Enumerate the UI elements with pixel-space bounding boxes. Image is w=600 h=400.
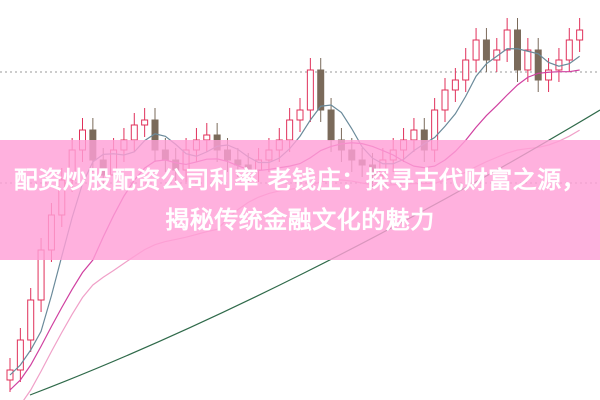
candle-body <box>462 59 470 81</box>
candle-body <box>576 29 584 41</box>
candle-body <box>482 39 490 61</box>
candle-body <box>27 299 35 341</box>
title-banner <box>0 140 600 260</box>
article-title: 配资炒股配资公司利率 老钱庄：探寻古代财富之源，揭秘传统金融文化的魅力 <box>13 166 587 234</box>
candle-body <box>306 69 314 111</box>
candle-body <box>286 119 294 141</box>
candle-body <box>503 29 511 51</box>
candle-body <box>327 109 335 141</box>
candle-body <box>472 39 480 61</box>
candle-body <box>317 69 325 111</box>
candle-body <box>524 49 532 71</box>
candle-body <box>545 69 553 81</box>
candle-body <box>16 339 24 371</box>
candle-body <box>296 109 304 121</box>
candle-body <box>514 29 521 71</box>
candle-body <box>451 79 459 91</box>
candle-body <box>565 39 573 61</box>
candle-body <box>141 119 149 126</box>
candle-body <box>130 124 138 141</box>
candle-body <box>493 49 501 61</box>
candle-body <box>534 49 542 81</box>
candle-body <box>410 129 418 141</box>
candle-body <box>441 89 449 111</box>
